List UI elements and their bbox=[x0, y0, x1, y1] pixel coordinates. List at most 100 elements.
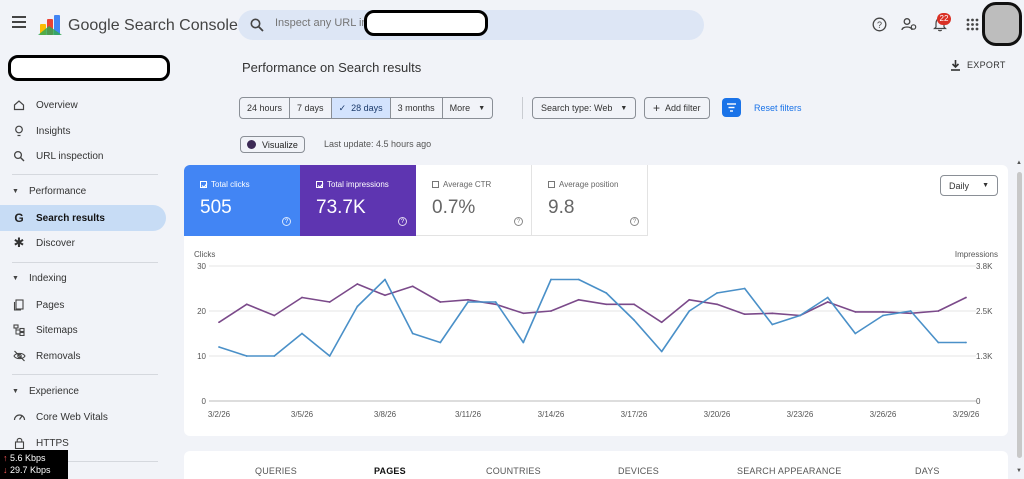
sidebar-item-pages[interactable]: Pages bbox=[0, 292, 166, 318]
data-point bbox=[605, 303, 608, 306]
sidebar-item-url-inspection[interactable]: URL inspection bbox=[0, 143, 166, 169]
export-button[interactable]: EXPORT bbox=[950, 59, 1006, 71]
section-title: Indexing bbox=[28, 272, 67, 284]
tab-days[interactable]: DAYS bbox=[915, 466, 940, 476]
checkmark-icon: ✓ bbox=[338, 102, 347, 113]
range-more-dropdown[interactable]: More ▼ bbox=[443, 98, 492, 118]
data-point bbox=[522, 341, 525, 344]
pages-icon bbox=[12, 298, 26, 312]
help-icon[interactable]: ? bbox=[870, 15, 888, 33]
tab-pages[interactable]: PAGES bbox=[374, 466, 406, 476]
date-range-selector: 24 hours 7 days ✓ 28 days 3 months More ▼ bbox=[239, 97, 494, 119]
help-icon[interactable]: ? bbox=[514, 217, 523, 226]
tab-countries[interactable]: COUNTRIES bbox=[486, 466, 541, 476]
filter-separator bbox=[522, 97, 523, 119]
data-point bbox=[633, 303, 635, 306]
url-inspection-search[interactable] bbox=[238, 10, 704, 40]
property-selector[interactable] bbox=[8, 55, 170, 81]
sidebar-item-insights[interactable]: Insights bbox=[0, 118, 166, 144]
collapse-arrow-icon: ▼ bbox=[12, 187, 19, 195]
hamburger-menu-icon[interactable] bbox=[12, 16, 26, 28]
data-point bbox=[605, 292, 608, 294]
help-icon[interactable]: ? bbox=[282, 217, 291, 226]
filter-settings-button[interactable] bbox=[722, 98, 741, 117]
metric-average-ctr[interactable]: Average CTR 0.7% ? bbox=[416, 165, 532, 236]
granularity-label: Daily bbox=[949, 180, 970, 191]
sidebar-section-experience[interactable]: ▼ Experience bbox=[0, 381, 79, 401]
checkbox-checked-icon[interactable] bbox=[316, 181, 324, 189]
data-point bbox=[301, 332, 303, 335]
left-tick-label: 20 bbox=[197, 307, 206, 316]
tab-search-appearance[interactable]: SEARCH APPEARANCE bbox=[737, 466, 842, 476]
sidebar-item-label: Overview bbox=[36, 99, 78, 111]
help-icon[interactable]: ? bbox=[630, 217, 639, 226]
help-icon[interactable]: ? bbox=[398, 217, 407, 226]
data-point bbox=[577, 278, 580, 281]
collapse-arrow-icon: ▼ bbox=[12, 387, 19, 395]
filter-icon bbox=[727, 103, 736, 112]
data-point bbox=[218, 321, 220, 324]
sidebar-item-sitemaps[interactable]: Sitemaps bbox=[0, 317, 166, 343]
search-type-label: Search type: Web bbox=[541, 103, 613, 113]
data-point bbox=[882, 314, 884, 317]
home-icon bbox=[12, 98, 26, 112]
granularity-dropdown[interactable]: Daily ▼ bbox=[940, 175, 998, 196]
sidebar-item-label: HTTPS bbox=[36, 437, 69, 449]
sidebar-item-discover[interactable]: ✱ Discover bbox=[0, 230, 166, 256]
metric-total-impressions[interactable]: Total impressions 73.7K ? bbox=[300, 165, 416, 236]
data-point bbox=[743, 313, 746, 316]
sidebar-item-overview[interactable]: Overview bbox=[0, 92, 166, 118]
tab-queries[interactable]: QUERIES bbox=[255, 466, 297, 476]
data-point bbox=[411, 285, 414, 288]
data-point bbox=[273, 355, 276, 357]
x-tick-label: 3/8/26 bbox=[374, 410, 397, 419]
data-point bbox=[937, 310, 940, 312]
download-icon bbox=[951, 60, 960, 71]
sidebar-item-core-web-vitals[interactable]: Core Web Vitals bbox=[0, 404, 166, 430]
range-label: 3 months bbox=[397, 103, 435, 113]
sidebar-item-https[interactable]: HTTPS bbox=[0, 430, 166, 456]
x-tick-label: 3/20/26 bbox=[704, 410, 731, 419]
tab-devices[interactable]: DEVICES bbox=[618, 466, 659, 476]
account-avatar[interactable] bbox=[982, 2, 1022, 46]
collapse-arrow-icon: ▼ bbox=[12, 274, 19, 282]
sidebar-item-label: Pages bbox=[36, 299, 65, 311]
sidebar-item-label: Core Web Vitals bbox=[36, 411, 108, 423]
checkbox-unchecked-icon[interactable] bbox=[432, 181, 439, 188]
upload-speed: 5.6 Kbps bbox=[10, 453, 46, 463]
range-28-days-button[interactable]: ✓ 28 days bbox=[331, 98, 391, 118]
dropdown-arrow-icon: ▼ bbox=[620, 104, 628, 112]
metric-average-position[interactable]: Average position 9.8 ? bbox=[532, 165, 648, 236]
metric-total-clicks[interactable]: Total clicks 505 ? bbox=[184, 165, 300, 236]
scroll-up-arrow-icon[interactable]: ▲ bbox=[1016, 160, 1022, 166]
add-filter-button[interactable]: + Add filter bbox=[644, 97, 710, 119]
sidebar-item-label: Removals bbox=[36, 350, 81, 362]
search-console-logo-icon bbox=[38, 15, 62, 35]
range-label: 7 days bbox=[297, 103, 324, 113]
section-title: Performance bbox=[28, 185, 87, 197]
sidebar-section-indexing[interactable]: ▼ Indexing bbox=[0, 268, 67, 288]
data-point bbox=[218, 346, 220, 348]
data-point bbox=[826, 301, 829, 303]
sidebar-item-removals[interactable]: Removals bbox=[0, 343, 166, 369]
apps-grid-icon[interactable] bbox=[963, 15, 981, 33]
sidebar-item-label: Discover bbox=[36, 237, 75, 249]
reset-filters-link[interactable]: Reset filters bbox=[754, 103, 802, 113]
manage-users-icon[interactable] bbox=[900, 15, 918, 33]
data-point bbox=[467, 298, 469, 301]
sidebar-section-performance[interactable]: ▼ Performance bbox=[0, 181, 86, 201]
checkbox-checked-icon[interactable] bbox=[200, 181, 208, 189]
visualize-button[interactable]: Visualize bbox=[240, 136, 305, 153]
dimension-tabs: QUERIES PAGES COUNTRIES DEVICES SEARCH A… bbox=[184, 451, 1008, 479]
range-7-days-button[interactable]: 7 days bbox=[290, 98, 332, 118]
page-scrollbar[interactable]: ▲ ▼ bbox=[1015, 160, 1024, 479]
range-24-hours-button[interactable]: 24 hours bbox=[240, 98, 291, 118]
data-point bbox=[743, 287, 746, 290]
search-icon bbox=[12, 149, 26, 163]
sidebar-item-search-results[interactable]: G Search results bbox=[0, 205, 166, 231]
search-type-dropdown[interactable]: Search type: Web ▼ bbox=[532, 97, 637, 119]
scroll-thumb[interactable] bbox=[1017, 172, 1022, 458]
scroll-down-arrow-icon[interactable]: ▼ bbox=[1016, 468, 1022, 474]
checkbox-unchecked-icon[interactable] bbox=[548, 181, 555, 188]
range-3-months-button[interactable]: 3 months bbox=[391, 98, 443, 118]
